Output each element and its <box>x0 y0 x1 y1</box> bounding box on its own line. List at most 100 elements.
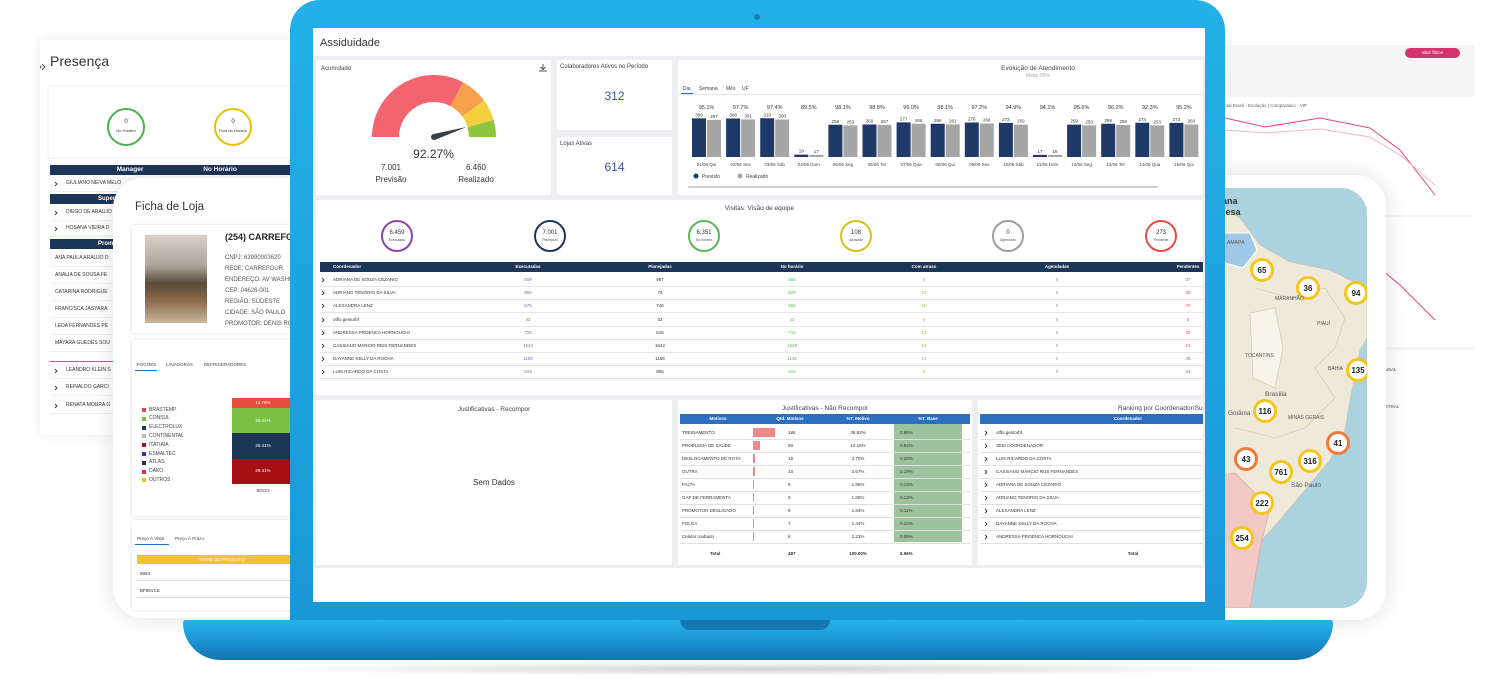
chevron <box>54 368 58 374</box>
segment-label: 29.41% <box>255 443 271 449</box>
tab[interactable]: Preço À Prazo <box>175 536 205 541</box>
colaboradores-panel: Colaboradores Ativos no Período 312 <box>557 60 672 130</box>
bar-value: 253 <box>1085 119 1093 124</box>
legend-label: ATLAS <box>149 459 165 466</box>
table-cell: 1642 <box>654 343 666 348</box>
tab[interactable]: Mês <box>726 86 736 92</box>
kpi-ring: 273 Pendente <box>1145 220 1177 252</box>
table-cell: 45 <box>1185 356 1191 362</box>
column-header: Planejadas <box>648 264 672 269</box>
tab[interactable]: REFRIGERADORES <box>204 362 247 367</box>
kpi-ring: 0 Fora do Horário <box>214 108 252 146</box>
row-divider <box>137 580 307 581</box>
gauge-band <box>467 119 496 137</box>
table-cell[interactable]: otflo.gestorbf <box>996 430 1023 435</box>
tab[interactable]: Semana <box>699 86 718 92</box>
column-header: %T. Motivo <box>846 416 870 421</box>
table-cell: PROMOTOR DESLIGADO <box>682 508 736 513</box>
bar-value: 256 <box>1119 119 1127 124</box>
panel-title: Acumulado <box>321 66 352 72</box>
table-cell: 0 <box>922 369 926 375</box>
bar-value: 276 <box>968 117 976 122</box>
chevron-path <box>54 368 58 374</box>
rate-label: 98.8% <box>869 105 885 111</box>
gauge <box>372 64 547 140</box>
table-cell: 0 <box>1186 316 1190 322</box>
tab[interactable]: UF <box>742 86 749 92</box>
table-cell[interactable]: SEM COORDENADOR <box>996 443 1044 448</box>
column-header: Com atraso <box>911 264 937 269</box>
row-label: RENATA MOURA G <box>66 402 111 408</box>
rate-label: 89.5% <box>801 105 817 111</box>
table-cell[interactable]: DAYANNE KELLY DA ROCHA <box>996 521 1057 526</box>
table-cell[interactable]: ADRIANA DE SOUZA CEZARIO <box>996 482 1062 487</box>
product-row: 8853 <box>140 571 151 576</box>
map-label: TOCANTINS <box>1245 353 1274 359</box>
x-tick-label: 04/06 Dom <box>798 162 820 167</box>
table-cell: 746 <box>656 303 664 309</box>
visitas-panel: Visitas: Visão de equipe 6.459 Executado 7.… <box>316 200 1203 395</box>
tab[interactable]: FOGÕES <box>137 362 157 367</box>
bar <box>1169 122 1184 157</box>
chevron-path <box>984 508 988 514</box>
bar-value: 274 <box>1139 117 1147 122</box>
bar-value: 266 <box>934 118 942 123</box>
table-header <box>320 262 1203 272</box>
row-label: MAYARA GUEDES SOU <box>55 340 110 346</box>
state-tocantins <box>1249 307 1284 389</box>
store-detail: REGIÃO: SUDESTE <box>225 299 281 305</box>
tab[interactable]: Dia <box>683 86 691 92</box>
share-segment <box>232 398 294 409</box>
chevron <box>984 534 988 540</box>
table-cell: 0.19% <box>900 469 913 474</box>
table-cell: ADRIANO TENÓRIO DA SILVA <box>333 290 396 296</box>
segment-label: 29.41% <box>255 417 271 423</box>
column-header: Motivos <box>709 416 727 421</box>
table-cell: FALTA <box>682 482 696 487</box>
table-cell: 0 <box>1055 369 1059 375</box>
bar-value: 259 <box>1070 119 1078 124</box>
bar <box>877 124 892 157</box>
table-cell[interactable]: ANDRESSA PROENCA HORNOUCHI <box>996 534 1073 539</box>
download-icon <box>539 64 547 72</box>
bar-value: 260 <box>1188 119 1196 124</box>
bar <box>1013 124 1028 157</box>
store-detail: ENDEREÇO: AV WASHINGTON <box>225 277 313 283</box>
table-cell: 676 <box>524 303 532 309</box>
table-cell[interactable]: ALEXANDRA LENZ <box>996 508 1036 513</box>
map-label: BAHIA <box>1328 366 1344 372</box>
table-cell: DAYANNE KELLY DA ROCHA <box>333 356 394 362</box>
filters-button[interactable]: abrir filtros <box>1405 48 1460 58</box>
table-cell[interactable]: ADRIANO TENORIO DA SILVA <box>996 495 1059 500</box>
tab[interactable]: Preço À Vista <box>137 536 165 541</box>
segment-label: 29.41% <box>255 468 271 474</box>
x-tick-label: 11/06 Dom <box>1037 162 1059 167</box>
bar <box>1067 124 1082 157</box>
legend-dot <box>693 173 699 179</box>
store-photo <box>145 235 207 323</box>
map-label: São Paulo <box>1291 482 1321 489</box>
table-cell: 0 <box>1055 316 1059 322</box>
table-cell: 42 <box>789 316 795 322</box>
cluster-count: 135 <box>1351 366 1365 375</box>
chevron-path <box>321 343 325 349</box>
tab[interactable]: LAVADORAS <box>166 362 193 367</box>
table-cell: 33 <box>1185 329 1191 335</box>
table-cell: 1136 <box>787 356 797 362</box>
bar <box>998 122 1013 157</box>
cluster-count: 222 <box>1255 499 1269 508</box>
bar <box>1150 125 1165 157</box>
bar <box>760 118 775 157</box>
table-cell: Celular roubado <box>682 534 715 539</box>
rate-label: 92.3% <box>1142 105 1158 111</box>
bar-value: 310 <box>763 112 771 117</box>
camera <box>754 14 760 20</box>
table-cell[interactable]: CASSIANO MARCIO RUS FERNANDES <box>996 469 1079 474</box>
table-cell[interactable]: LUIS RICARDO DA COSTA <box>996 456 1052 461</box>
table-cell: 10 <box>921 303 927 309</box>
chevron <box>984 469 988 475</box>
share-segment <box>232 408 294 434</box>
chevron <box>54 403 58 409</box>
cluster-count: 41 <box>1334 439 1343 448</box>
rate-label: 94.1% <box>1040 105 1056 111</box>
